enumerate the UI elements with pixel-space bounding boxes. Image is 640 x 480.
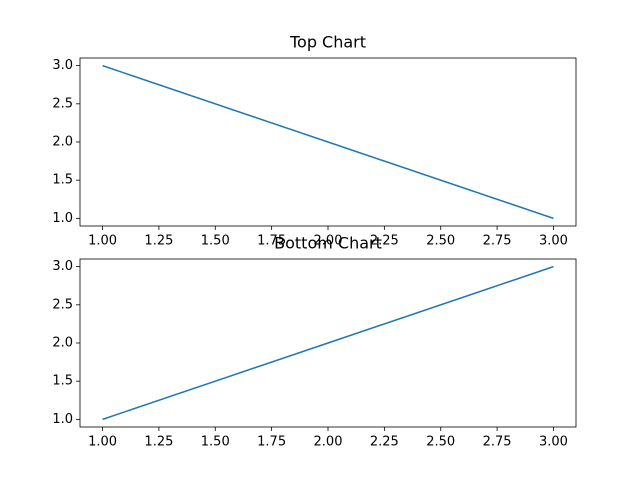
x-tick-label: 2.75 xyxy=(483,435,512,450)
x-tick-label: 1.75 xyxy=(257,435,286,450)
y-tick-label: 2.0 xyxy=(52,135,73,150)
x-tick-label: 2.25 xyxy=(370,435,399,450)
y-tick-label: 3.0 xyxy=(52,259,73,274)
x-tick-label: 1.50 xyxy=(201,234,230,249)
chart-title: Bottom Chart xyxy=(274,234,382,253)
y-tick-label: 2.5 xyxy=(52,96,73,111)
x-tick-label: 1.50 xyxy=(201,435,230,450)
x-tick-label: 2.00 xyxy=(314,435,343,450)
x-tick-label: 2.50 xyxy=(426,435,455,450)
y-tick-label: 1.0 xyxy=(52,211,73,226)
y-tick-label: 3.0 xyxy=(52,58,73,73)
x-tick-label: 1.25 xyxy=(144,234,173,249)
x-tick-label: 1.75 xyxy=(257,234,286,249)
x-tick-label: 2.25 xyxy=(370,234,399,249)
x-tick-label: 3.00 xyxy=(539,435,568,450)
x-tick-label: 1.00 xyxy=(88,435,117,450)
y-tick-label: 1.0 xyxy=(52,412,73,427)
x-tick-label: 2.50 xyxy=(426,234,455,249)
x-tick-label: 1.00 xyxy=(88,234,117,249)
data-line xyxy=(102,64,554,220)
data-line xyxy=(102,265,554,421)
x-tick-label: 1.25 xyxy=(144,435,173,450)
y-tick-label: 2.0 xyxy=(52,336,73,351)
chart-title: Top Chart xyxy=(289,33,366,52)
y-tick-label: 1.5 xyxy=(52,173,73,188)
y-tick-label: 1.5 xyxy=(52,374,73,389)
x-tick-label: 3.00 xyxy=(539,234,568,249)
x-tick-label: 2.00 xyxy=(314,234,343,249)
y-tick-label: 2.5 xyxy=(52,297,73,312)
x-tick-label: 2.75 xyxy=(483,234,512,249)
